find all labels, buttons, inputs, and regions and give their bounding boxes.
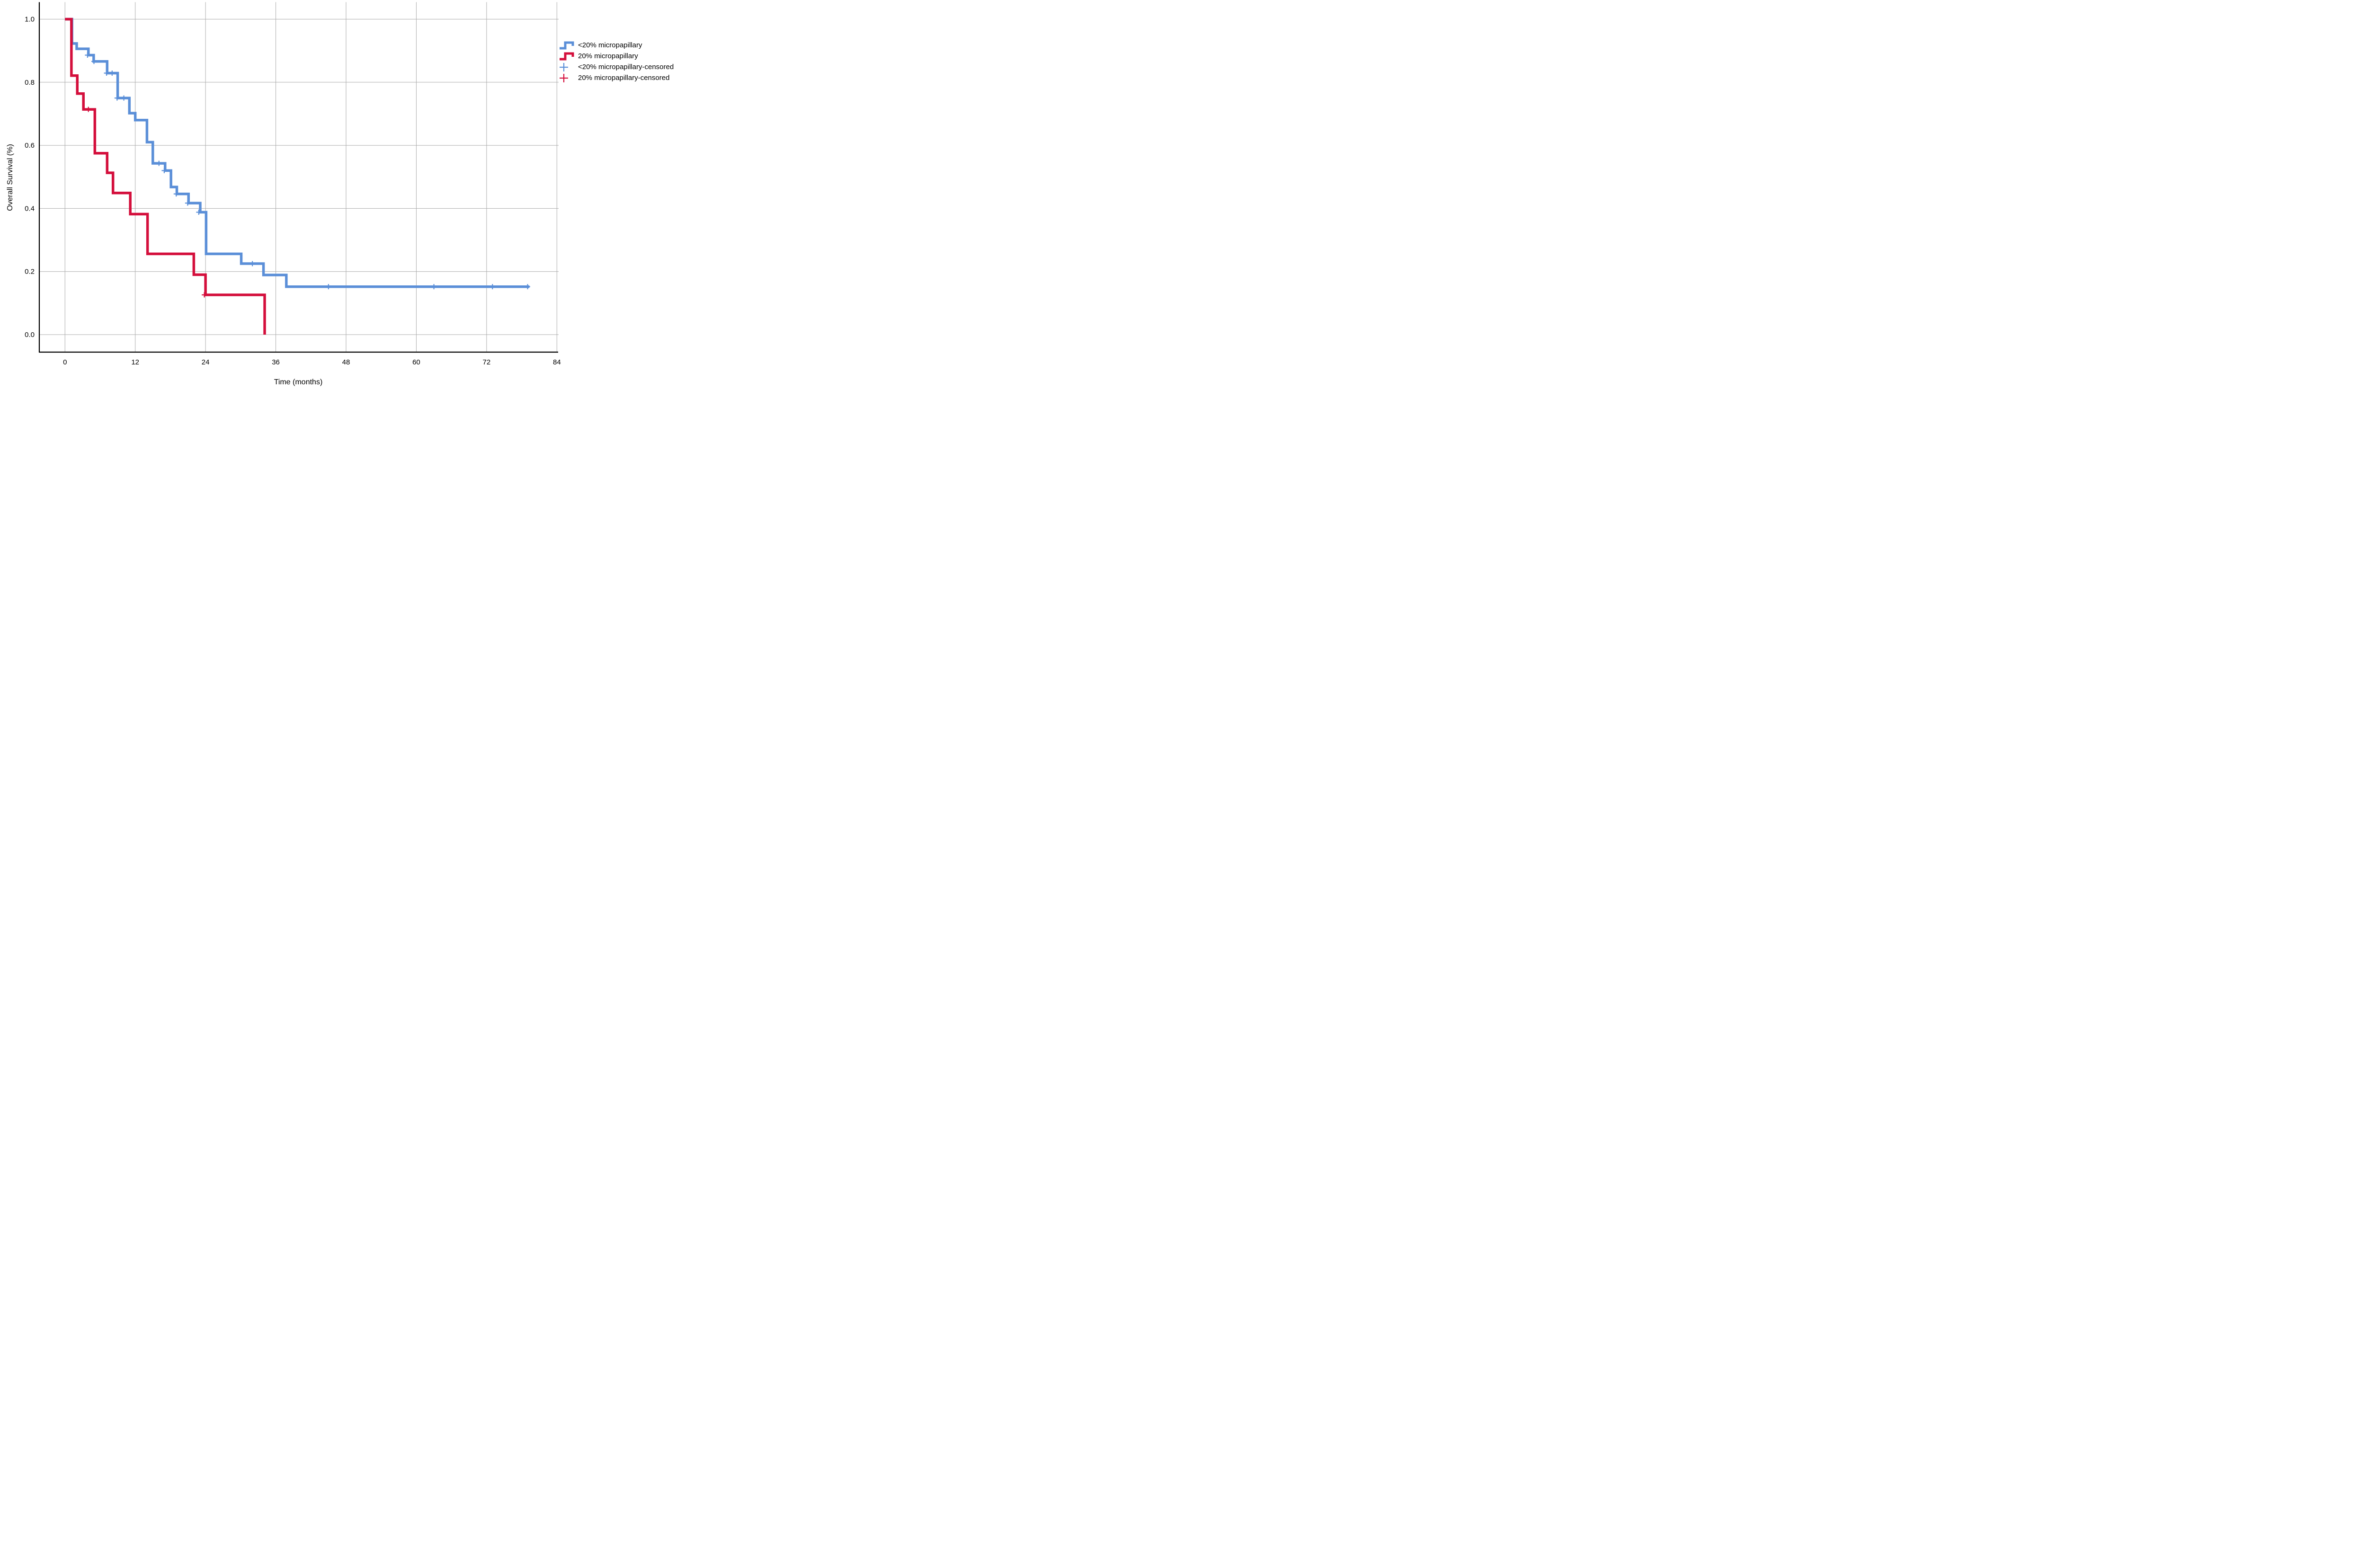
y-axis-title: Overall Survival (%) bbox=[6, 144, 14, 211]
x-tick-labels: 0 12 24 36 48 60 72 84 bbox=[63, 358, 561, 366]
legend-label: <20% micropapillary-censored bbox=[578, 63, 674, 71]
x-tick-label: 72 bbox=[483, 358, 491, 366]
y-tick-label: 0.0 bbox=[25, 331, 35, 339]
legend-item: <20% micropapillary bbox=[559, 40, 674, 51]
plot-canvas: 0 12 24 36 48 60 72 84 0.0 0.2 0.4 0.6 0.8 1.0 bbox=[25, 2, 561, 366]
x-tick-label: 0 bbox=[63, 358, 67, 366]
legend-marker-shape bbox=[560, 52, 574, 60]
legend-marker-shape bbox=[560, 62, 568, 71]
legend-marker-shape bbox=[560, 41, 574, 49]
x-tick-label: 84 bbox=[553, 358, 561, 366]
legend-step-line-icon bbox=[560, 52, 574, 60]
legend-marker-shape bbox=[560, 73, 568, 82]
gridlines bbox=[39, 2, 559, 352]
y-tick-label: 0.8 bbox=[25, 79, 35, 87]
y-tick-label: 0.6 bbox=[25, 142, 35, 150]
legend-plus-icon bbox=[560, 62, 568, 71]
legend: <20% micropapillary 20% micropapillary <20… bbox=[559, 40, 674, 83]
legend-step-line-icon bbox=[560, 41, 574, 49]
y-tick-label: 0.2 bbox=[25, 268, 35, 276]
axes bbox=[38, 2, 558, 353]
y-tick-labels: 0.0 0.2 0.4 0.6 0.8 1.0 bbox=[25, 16, 35, 339]
legend-label: 20% micropapillary-censored bbox=[578, 74, 670, 82]
survival-curve-blue bbox=[65, 18, 530, 288]
km-survival-chart: 0 12 24 36 48 60 72 84 0.0 0.2 0.4 0.6 0.8 1.0 Time (… bbox=[0, 0, 699, 392]
censor-marks-red bbox=[86, 106, 207, 298]
x-tick-label: 24 bbox=[202, 358, 210, 366]
survival-curve-red bbox=[65, 18, 266, 335]
legend-plus-icon bbox=[560, 73, 568, 82]
legend-item: 20% micropapillary-censored bbox=[559, 72, 674, 83]
y-tick-label: 0.4 bbox=[25, 204, 35, 213]
x-tick-label: 36 bbox=[272, 358, 280, 366]
legend-label: <20% micropapillary bbox=[578, 41, 642, 49]
legend-item: 20% micropapillary bbox=[559, 51, 674, 62]
x-axis-title: Time (months) bbox=[274, 378, 323, 386]
x-tick-label: 60 bbox=[412, 358, 420, 366]
censor-marks-blue bbox=[85, 52, 530, 290]
legend-item: <20% micropapillary-censored bbox=[559, 62, 674, 72]
x-tick-label: 48 bbox=[342, 358, 350, 366]
y-tick-label: 1.0 bbox=[25, 16, 35, 24]
legend-label: 20% micropapillary bbox=[578, 52, 638, 60]
x-tick-label: 12 bbox=[131, 358, 139, 366]
